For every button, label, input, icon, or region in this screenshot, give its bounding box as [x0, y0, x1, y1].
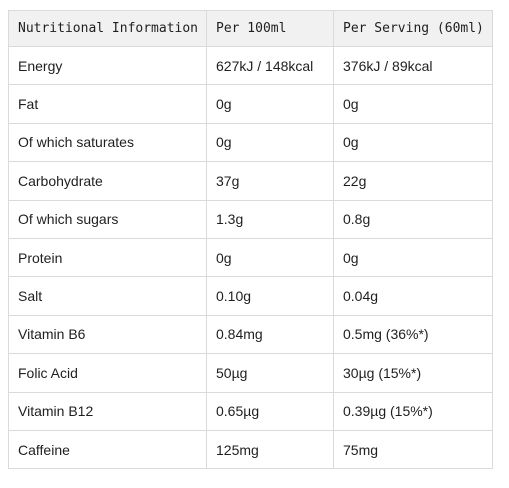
- table-header-row: Nutritional Information Per 100ml Per Se…: [8, 10, 493, 47]
- table-row-fat: Fat 0g 0g: [8, 84, 493, 124]
- per-100ml-value: 0g: [206, 122, 334, 163]
- per-serving-value: 0.8g: [333, 199, 493, 239]
- per-serving-value: 0.5mg (36%*): [333, 314, 493, 355]
- per-100ml-value: 1.3g: [206, 199, 334, 239]
- nutrient-name: Energy: [8, 45, 207, 86]
- nutrient-name: Salt: [8, 276, 207, 316]
- table-row-saturates: Of which saturates 0g 0g: [8, 122, 493, 163]
- per-100ml-value: 0.65µg: [206, 391, 334, 431]
- nutrient-name: Of which sugars: [8, 199, 207, 239]
- table-row-vitamin-b6: Vitamin B6 0.84mg 0.5mg (36%*): [8, 314, 493, 355]
- column-header-per-serving: Per Serving (60ml): [333, 10, 493, 47]
- table-row-salt: Salt 0.10g 0.04g: [8, 276, 493, 316]
- per-serving-value: 22g: [333, 161, 493, 201]
- table-row-vitamin-b12: Vitamin B12 0.65µg 0.39µg (15%*): [8, 391, 493, 431]
- per-100ml-value: 50µg: [206, 353, 334, 393]
- nutrient-name: Caffeine: [8, 429, 207, 470]
- per-100ml-value: 0.10g: [206, 276, 334, 316]
- nutrient-name: Vitamin B12: [8, 391, 207, 431]
- table-row-carbohydrate: Carbohydrate 37g 22g: [8, 161, 493, 201]
- per-100ml-value: 0g: [206, 237, 334, 278]
- per-100ml-value: 627kJ / 148kcal: [206, 45, 334, 86]
- per-serving-value: 0g: [333, 84, 493, 124]
- table-row-protein: Protein 0g 0g: [8, 237, 493, 278]
- nutrition-table: Nutritional Information Per 100ml Per Se…: [8, 10, 493, 470]
- per-serving-value: 0g: [333, 237, 493, 278]
- nutrient-name: Folic Acid: [8, 353, 207, 393]
- per-serving-value: 75mg: [333, 429, 493, 470]
- table-row-caffeine: Caffeine 125mg 75mg: [8, 429, 493, 470]
- nutrient-name: Vitamin B6: [8, 314, 207, 355]
- column-header-per-100ml: Per 100ml: [206, 10, 334, 47]
- column-header-nutrient: Nutritional Information: [8, 10, 207, 47]
- table-row-folic-acid: Folic Acid 50µg 30µg (15%*): [8, 353, 493, 393]
- per-serving-value: 0g: [333, 122, 493, 163]
- nutrient-name: Carbohydrate: [8, 161, 207, 201]
- nutrient-name: Protein: [8, 237, 207, 278]
- per-serving-value: 30µg (15%*): [333, 353, 493, 393]
- nutrition-table-container: Nutritional Information Per 100ml Per Se…: [8, 10, 493, 470]
- per-100ml-value: 125mg: [206, 429, 334, 470]
- per-serving-value: 0.39µg (15%*): [333, 391, 493, 431]
- per-serving-value: 376kJ / 89kcal: [333, 45, 493, 86]
- per-100ml-value: 37g: [206, 161, 334, 201]
- table-row-energy: Energy 627kJ / 148kcal 376kJ / 89kcal: [8, 45, 493, 86]
- per-100ml-value: 0.84mg: [206, 314, 334, 355]
- per-100ml-value: 0g: [206, 84, 334, 124]
- nutrient-name: Fat: [8, 84, 207, 124]
- per-serving-value: 0.04g: [333, 276, 493, 316]
- table-row-sugars: Of which sugars 1.3g 0.8g: [8, 199, 493, 239]
- nutrient-name: Of which saturates: [8, 122, 207, 163]
